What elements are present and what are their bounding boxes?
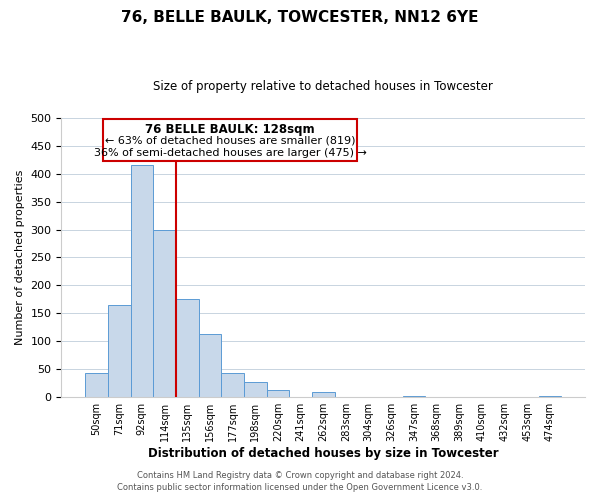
FancyBboxPatch shape — [103, 119, 357, 162]
Bar — [266, 390, 289, 397]
Bar — [199, 334, 221, 397]
Bar — [539, 396, 561, 397]
X-axis label: Distribution of detached houses by size in Towcester: Distribution of detached houses by size … — [148, 447, 499, 460]
Bar — [153, 230, 176, 397]
Bar — [244, 382, 266, 397]
Y-axis label: Number of detached properties: Number of detached properties — [15, 170, 25, 345]
Bar — [108, 305, 131, 397]
Bar — [131, 166, 153, 397]
Text: 76, BELLE BAULK, TOWCESTER, NN12 6YE: 76, BELLE BAULK, TOWCESTER, NN12 6YE — [121, 10, 479, 25]
Text: Contains HM Land Registry data © Crown copyright and database right 2024.
Contai: Contains HM Land Registry data © Crown c… — [118, 471, 482, 492]
Text: ← 63% of detached houses are smaller (819): ← 63% of detached houses are smaller (81… — [105, 136, 356, 145]
Bar — [403, 396, 425, 397]
Bar — [176, 299, 199, 397]
Title: Size of property relative to detached houses in Towcester: Size of property relative to detached ho… — [153, 80, 493, 93]
Text: 76 BELLE BAULK: 128sqm: 76 BELLE BAULK: 128sqm — [145, 123, 315, 136]
Bar — [312, 392, 335, 397]
Bar — [221, 373, 244, 397]
Bar — [85, 373, 108, 397]
Text: 36% of semi-detached houses are larger (475) →: 36% of semi-detached houses are larger (… — [94, 148, 367, 158]
